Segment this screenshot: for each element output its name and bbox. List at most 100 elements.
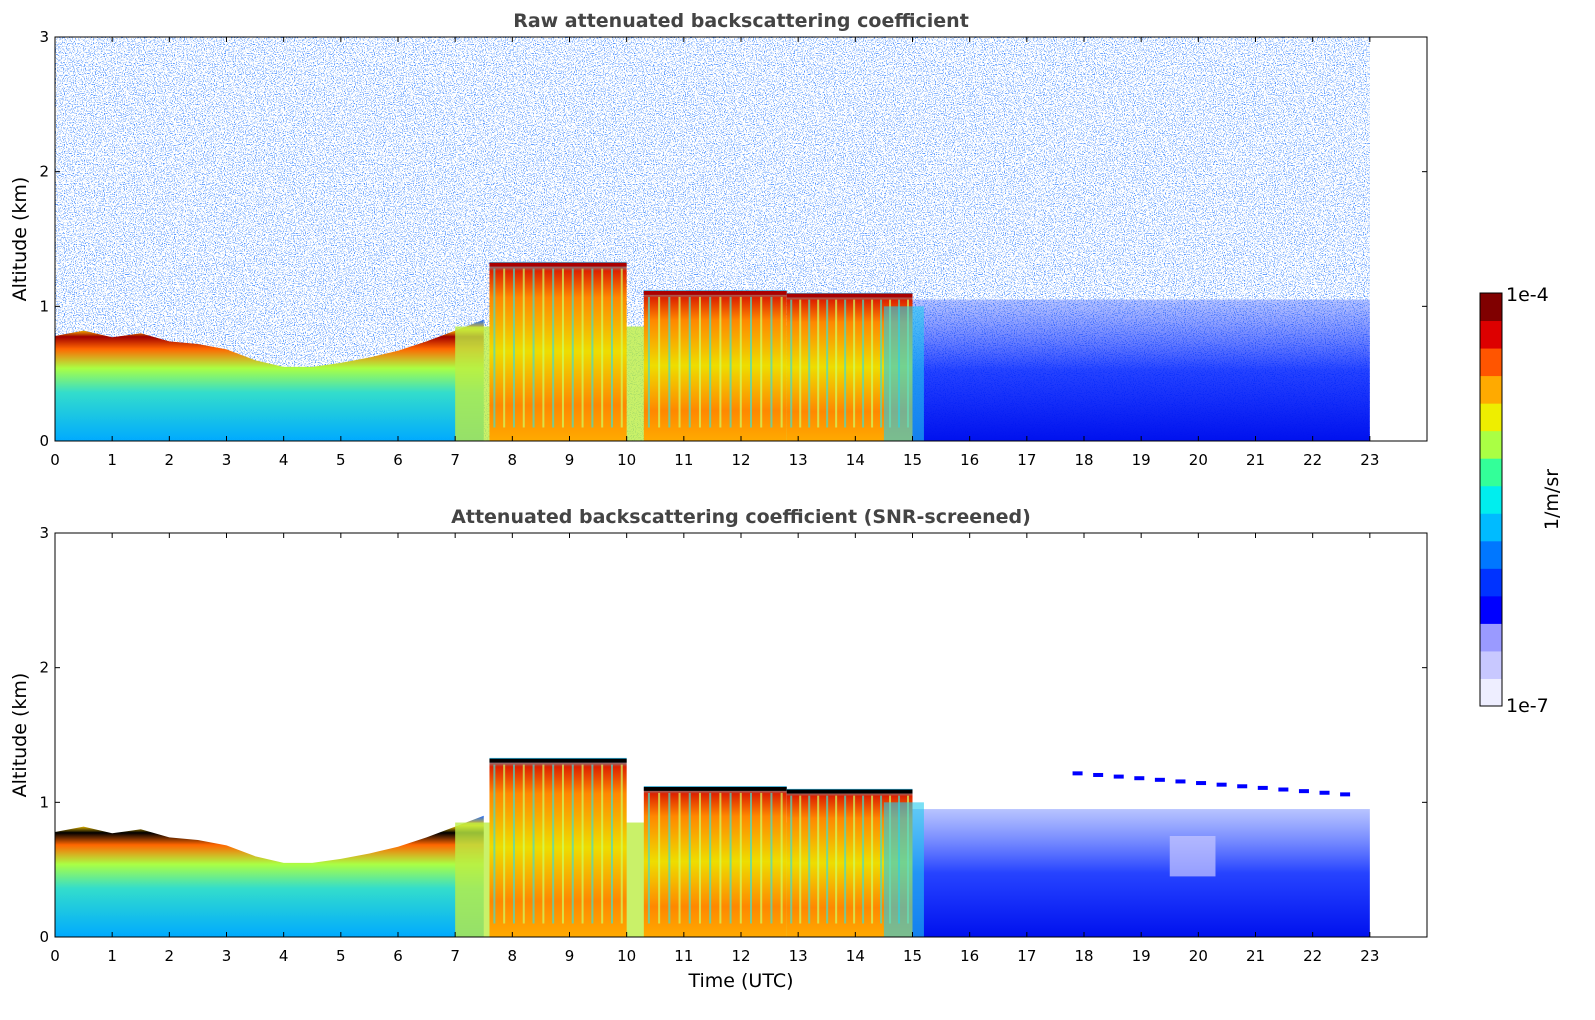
x-tick-label: 20 [1189, 451, 1208, 469]
y-axis-label: Altitude (km) [9, 177, 31, 302]
x-tick-label: 23 [1360, 947, 1379, 965]
x-tick-label: 17 [1017, 947, 1036, 965]
x-tick-label: 2 [165, 947, 175, 965]
colorbar-band [1480, 430, 1502, 459]
x-tick-label: 21 [1246, 947, 1265, 965]
colorbar-band [1480, 293, 1502, 322]
x-tick-label: 13 [789, 451, 808, 469]
x-tick-label: 21 [1246, 451, 1265, 469]
boundary-layer [55, 815, 484, 937]
x-tick-label: 10 [617, 947, 636, 965]
x-tick-label: 12 [731, 451, 750, 469]
x-tick-label: 0 [50, 451, 60, 469]
x-tick-label: 6 [393, 451, 403, 469]
y-ticks: 0 1 2 3 [39, 28, 1427, 450]
x-tick-label: 15 [903, 451, 922, 469]
colorbar-band [1480, 568, 1502, 597]
x-tick-label: 8 [508, 451, 518, 469]
elevated-layer-fragment [1093, 772, 1104, 777]
y-axis-label: Altitude (km) [9, 673, 31, 798]
colorbar-unit-label: 1/m/sr [1541, 469, 1563, 530]
transition-zone [883, 306, 924, 441]
y-tick-label: 3 [39, 524, 49, 542]
x-tick-label: 3 [222, 947, 232, 965]
x-tick-label: 14 [846, 947, 865, 965]
x-tick-label: 0 [50, 947, 60, 965]
elevated-layer-fragment [1113, 774, 1124, 779]
x-tick-label: 2 [165, 451, 175, 469]
x-tick-label: 22 [1303, 947, 1322, 965]
x-tick-label: 4 [279, 451, 289, 469]
x-ticks: 0 1 2 3 4 5 6 7 8 9 10 11 12 13 14 15 16 17 18 19 20 21 22 23 [50, 533, 1379, 965]
colorbar-band [1480, 458, 1502, 487]
colorbar-band [1480, 485, 1502, 514]
x-tick-label: 16 [960, 947, 979, 965]
x-ticks: 0 1 2 3 4 5 6 7 8 9 10 11 12 13 14 15 16 17 18 19 20 21 22 23 [50, 37, 1379, 469]
elevated-layer-fragment [1278, 787, 1289, 792]
colorbar-band [1480, 650, 1502, 679]
elevated-layer-fragment [1134, 776, 1145, 781]
colorbar-band [1480, 375, 1502, 404]
x-tick-label: 7 [450, 451, 460, 469]
colorbar-band [1480, 595, 1502, 624]
colorbar-band [1480, 403, 1502, 432]
panel-title: Raw attenuated backscattering coefficien… [513, 10, 969, 32]
nocturnal-layer [912, 299, 1370, 441]
cloud-layer [643, 786, 787, 937]
x-tick-label: 5 [336, 947, 346, 965]
elevated-layer-fragment [1340, 792, 1351, 797]
y-tick-label: 0 [39, 432, 49, 450]
elevated-layer-fragment [1319, 790, 1330, 795]
x-tick-label: 14 [846, 451, 865, 469]
panel-title: Attenuated backscattering coefficient (S… [451, 506, 1031, 528]
colorbar-bands [1480, 293, 1502, 707]
y-tick-label: 2 [39, 163, 49, 181]
x-tick-label: 20 [1189, 947, 1208, 965]
x-tick-label: 23 [1360, 451, 1379, 469]
x-tick-label: 8 [508, 947, 518, 965]
cloud-layer [489, 757, 627, 937]
colorbar-min-label: 1e-7 [1506, 695, 1549, 717]
x-tick-label: 1 [107, 451, 117, 469]
y-tick-label: 1 [39, 297, 49, 315]
x-tick-label: 17 [1017, 451, 1036, 469]
elevated-layer-fragment [1237, 784, 1248, 789]
colorbar-band [1480, 320, 1502, 349]
x-tick-label: 15 [903, 947, 922, 965]
colorbar-band [1480, 623, 1502, 652]
colorbar-band [1480, 348, 1502, 377]
x-tick-label: 19 [1132, 451, 1151, 469]
x-tick-label: 1 [107, 947, 117, 965]
colorbar-max-label: 1e-4 [1506, 284, 1549, 306]
elevated-layer-fragment [1216, 782, 1227, 787]
colorbar-frame [1479, 292, 1503, 707]
x-tick-label: 9 [565, 947, 575, 965]
colorbar: 1e-4 1e-7 1/m/sr [1479, 284, 1563, 717]
nocturnal-layer [912, 809, 1370, 937]
elevated-layer-fragment [1257, 785, 1268, 790]
x-tick-label: 11 [674, 451, 693, 469]
y-tick-label: 0 [39, 928, 49, 946]
x-tick-label: 18 [1074, 451, 1093, 469]
x-axis-label: Time (UTC) [687, 970, 793, 992]
raw-backscatter-panel: Raw attenuated backscattering coefficien… [9, 10, 1428, 469]
elevated-layer-fragment [1154, 777, 1165, 782]
screened-gap [1169, 836, 1216, 877]
x-tick-label: 7 [450, 947, 460, 965]
y-tick-label: 3 [39, 28, 49, 46]
boundary-layer [55, 319, 484, 441]
x-tick-label: 11 [674, 947, 693, 965]
backscatter-image [55, 37, 1370, 441]
transition-zone [883, 802, 924, 937]
colorbar-band [1480, 513, 1502, 542]
y-tick-label: 2 [39, 659, 49, 677]
x-tick-label: 9 [565, 451, 575, 469]
elevated-layer-fragment [1298, 789, 1309, 794]
y-tick-label: 1 [39, 793, 49, 811]
x-tick-label: 5 [336, 451, 346, 469]
colorbar-band [1480, 678, 1502, 707]
elevated-layer-fragment [1175, 779, 1186, 784]
cloud-layer [489, 261, 627, 441]
x-tick-label: 13 [789, 947, 808, 965]
